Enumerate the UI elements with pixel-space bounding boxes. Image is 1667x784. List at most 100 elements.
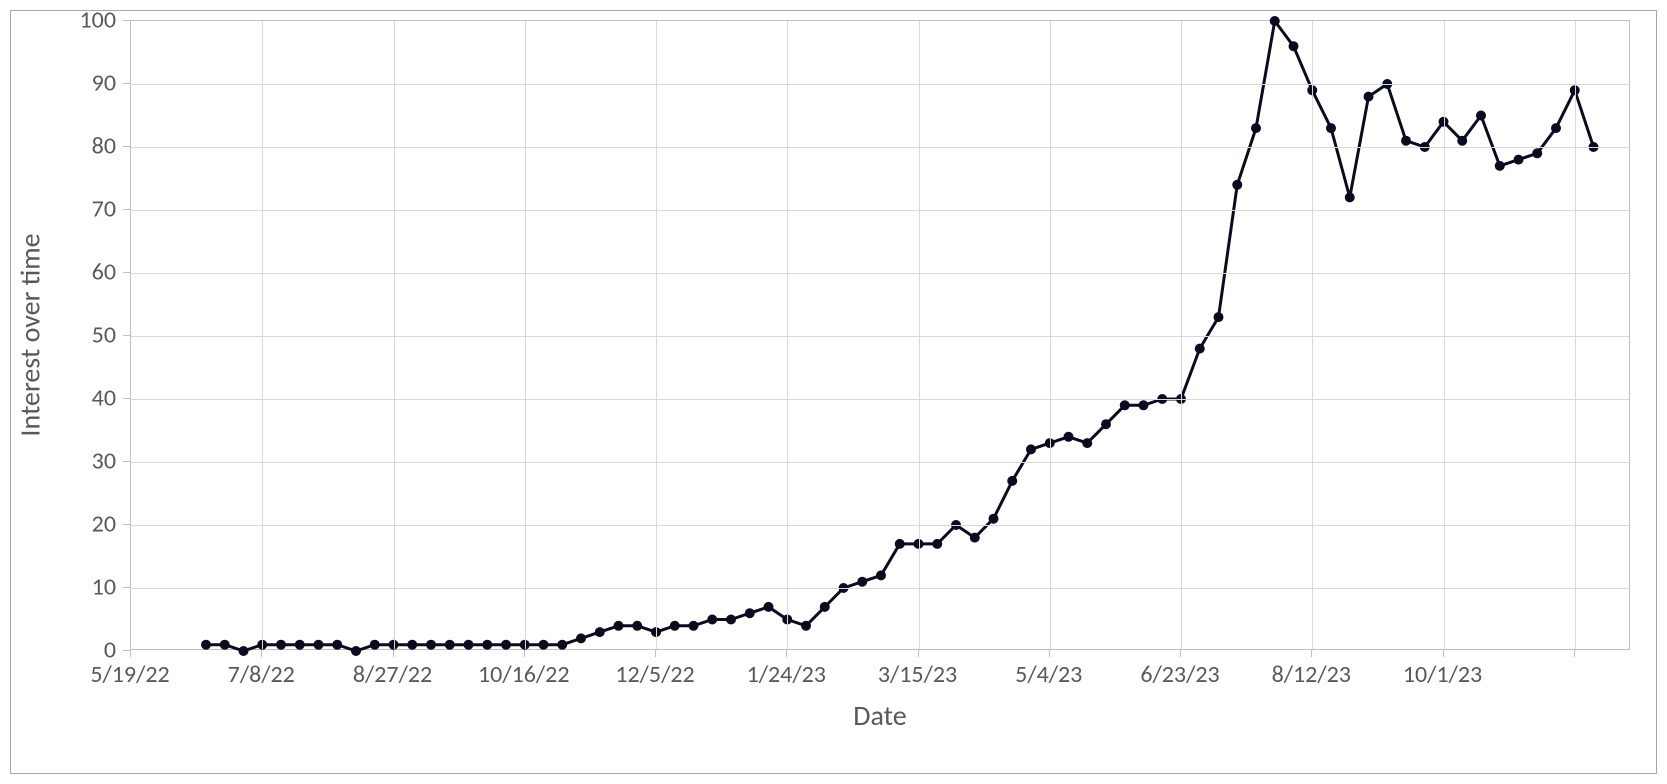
y-tick-mark (123, 146, 130, 147)
data-point (1514, 155, 1524, 165)
y-tick-mark (123, 587, 130, 588)
data-point (539, 640, 549, 650)
data-point (576, 633, 586, 643)
x-tick-label: 7/8/22 (228, 660, 295, 689)
data-point (801, 621, 811, 631)
data-point (614, 621, 624, 631)
x-tick-label: 10/1/23 (1403, 660, 1482, 689)
gridline-horizontal (131, 588, 1629, 589)
data-point (1082, 438, 1092, 448)
data-point (1476, 111, 1486, 121)
x-tick-label: 1/24/23 (747, 660, 826, 689)
x-axis-title: Date (853, 698, 906, 733)
data-point (932, 539, 942, 549)
data-point (1120, 400, 1130, 410)
data-point (201, 640, 211, 650)
data-point (1345, 192, 1355, 202)
data-point (314, 640, 324, 650)
gridline-vertical (262, 21, 263, 649)
data-point (670, 621, 680, 631)
y-tick-mark (123, 20, 130, 21)
x-tick-mark (1180, 650, 1181, 657)
data-point (426, 640, 436, 650)
x-tick-mark (1311, 650, 1312, 657)
data-point (1457, 136, 1467, 146)
gridline-vertical (1444, 21, 1445, 649)
data-point (1139, 400, 1149, 410)
data-point (857, 577, 867, 587)
data-point (351, 646, 361, 656)
y-tick-mark (123, 650, 130, 651)
x-tick-label: 8/12/23 (1272, 660, 1351, 689)
x-tick-mark (918, 650, 919, 657)
x-tick-label: 5/4/23 (1015, 660, 1082, 689)
data-point (1064, 432, 1074, 442)
y-tick-mark (123, 272, 130, 273)
data-point (276, 640, 286, 650)
data-point (220, 640, 230, 650)
y-tick-mark (123, 524, 130, 525)
gridline-vertical (787, 21, 788, 649)
gridline-horizontal (131, 336, 1629, 337)
data-point (1495, 161, 1505, 171)
data-point (689, 621, 699, 631)
data-point (239, 646, 249, 656)
x-tick-label: 12/5/22 (615, 660, 694, 689)
data-point (595, 627, 605, 637)
gridline-vertical (919, 21, 920, 649)
x-tick-mark (786, 650, 787, 657)
data-point (876, 570, 886, 580)
data-point (1007, 476, 1017, 486)
data-point (1364, 92, 1374, 102)
x-tick-mark (1443, 650, 1444, 657)
x-tick-label: 3/15/23 (878, 660, 957, 689)
data-point (1101, 419, 1111, 429)
gridline-vertical (525, 21, 526, 649)
data-point (482, 640, 492, 650)
data-point (1214, 312, 1224, 322)
gridline-horizontal (131, 147, 1629, 148)
gridline-horizontal (131, 462, 1629, 463)
x-tick-mark (261, 650, 262, 657)
gridline-vertical (1575, 21, 1576, 649)
data-point (332, 640, 342, 650)
x-tick-label: 10/16/22 (478, 660, 570, 689)
plot-area (130, 20, 1630, 650)
y-tick-mark (123, 461, 130, 462)
y-tick-label: 40 (0, 384, 116, 413)
data-point (1026, 444, 1036, 454)
data-point (745, 608, 755, 618)
y-tick-label: 30 (0, 447, 116, 476)
data-point (1289, 41, 1299, 51)
data-point (1551, 123, 1561, 133)
gridline-horizontal (131, 525, 1629, 526)
gridline-vertical (1312, 21, 1313, 649)
data-point (726, 615, 736, 625)
y-tick-mark (123, 335, 130, 336)
chart-container: Interest over time Date 0102030405060708… (0, 0, 1667, 784)
data-point (1195, 344, 1205, 354)
y-tick-label: 70 (0, 195, 116, 224)
gridline-horizontal (131, 210, 1629, 211)
y-tick-label: 10 (0, 573, 116, 602)
y-tick-mark (123, 398, 130, 399)
x-tick-label: 6/23/23 (1140, 660, 1219, 689)
data-point (464, 640, 474, 650)
x-tick-mark (1574, 650, 1575, 657)
y-tick-label: 80 (0, 132, 116, 161)
y-tick-mark (123, 83, 130, 84)
data-point (707, 615, 717, 625)
data-point (1251, 123, 1261, 133)
x-tick-mark (655, 650, 656, 657)
y-tick-mark (123, 209, 130, 210)
gridline-vertical (1181, 21, 1182, 649)
data-point (632, 621, 642, 631)
data-point (989, 514, 999, 524)
data-point (820, 602, 830, 612)
data-point (557, 640, 567, 650)
data-point (295, 640, 305, 650)
data-point (407, 640, 417, 650)
gridline-horizontal (131, 84, 1629, 85)
data-point (501, 640, 511, 650)
y-tick-label: 60 (0, 258, 116, 287)
